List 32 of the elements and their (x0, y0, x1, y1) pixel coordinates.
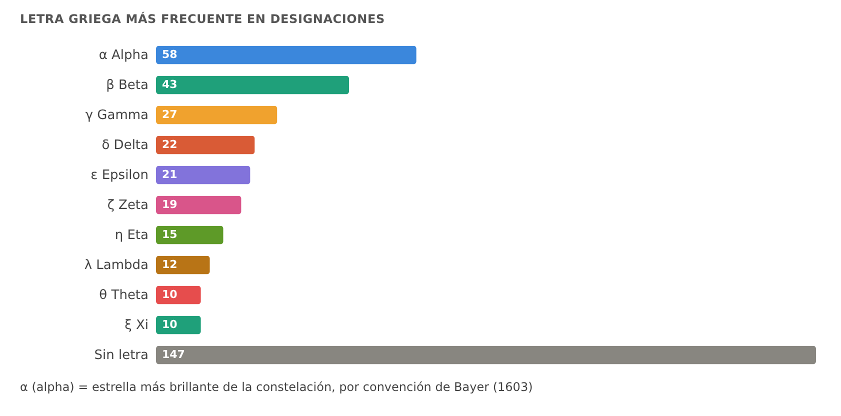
text: α (alpha) = estrella más brillante de la constelación, por convención de Bayer (1603) (20, 380, 533, 394)
data-label: 43 (162, 78, 178, 91)
data-label: 147 (162, 348, 185, 361)
bar (156, 136, 255, 154)
y-tick-label: Sin letra (94, 348, 148, 363)
data-label: 58 (162, 48, 178, 61)
bar (156, 166, 250, 184)
data-label: 10 (162, 288, 178, 301)
y-tick-label: β Beta (106, 78, 148, 93)
y-tick-label: ε Epsilon (90, 168, 148, 183)
bar (156, 106, 278, 124)
y-tick-label: δ Delta (102, 138, 148, 153)
y-tick-label: ζ Zeta (107, 198, 148, 213)
y-tick-label: θ Theta (99, 288, 148, 303)
data-label: 15 (162, 228, 178, 241)
data-label: 10 (162, 318, 178, 331)
bar (156, 196, 242, 214)
data-label: 21 (162, 168, 178, 181)
data-label: 19 (162, 198, 178, 211)
y-tick-label: ξ Xi (124, 318, 148, 333)
bar (156, 46, 416, 64)
data-label: 22 (162, 138, 178, 151)
bar (156, 346, 816, 364)
y-tick-label: α Alpha (98, 48, 148, 63)
data-label: 12 (162, 258, 178, 271)
y-tick-label: γ Gamma (85, 108, 148, 123)
y-tick-label: η Eta (114, 228, 148, 243)
y-tick-label: λ Lambda (84, 258, 148, 273)
data-label: 27 (162, 108, 178, 121)
bar (156, 226, 224, 244)
chart-title: LETRA GRIEGA MÁS FRECUENTE EN DESIGNACIONES (20, 12, 385, 26)
bar (156, 76, 350, 94)
